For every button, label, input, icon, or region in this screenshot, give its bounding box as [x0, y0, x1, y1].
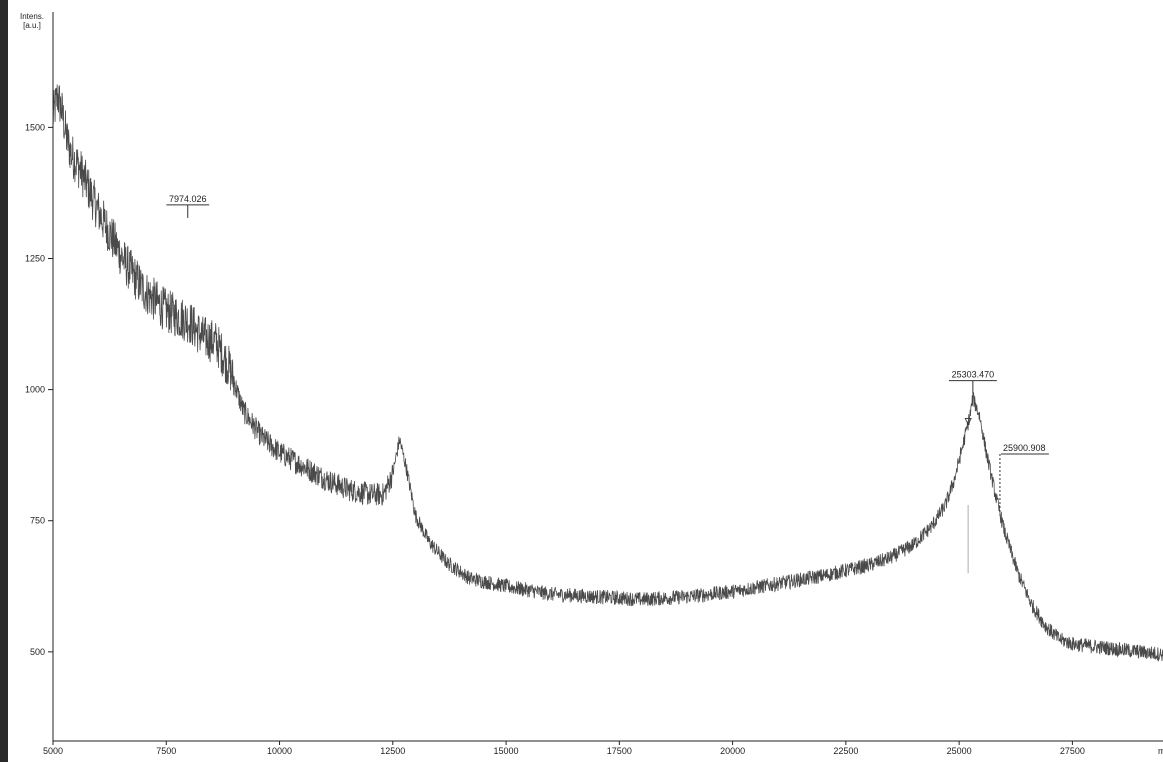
peak-label: 7974.026: [169, 194, 207, 204]
x-axis-unit-fragment: m: [1158, 746, 1163, 756]
window-left-border: [0, 0, 8, 762]
x-tick-label: 17500: [607, 746, 632, 756]
peak-label: 25900.908: [1003, 443, 1046, 453]
x-tick-label: 7500: [156, 746, 176, 756]
x-tick-label: 22500: [833, 746, 858, 756]
peak-label: 25303.470: [952, 370, 995, 380]
y-tick-label: 500: [30, 647, 45, 657]
x-tick-label: 12500: [380, 746, 405, 756]
peak-start-marker: [964, 418, 972, 426]
y-tick-label: 1000: [25, 385, 45, 395]
y-tick-label: 750: [30, 516, 45, 526]
spectrum-chart[interactable]: Intens. [a.u.] 500 750 1000 1250 1500 5000 75…: [8, 0, 1163, 762]
spectrum-series: [52, 84, 1163, 662]
y-tick-label: 1500: [25, 122, 45, 132]
y-tick-label: 1250: [25, 253, 45, 263]
x-tick-label: 25000: [947, 746, 972, 756]
y-axis-title-line-2: [a.u.]: [23, 21, 41, 30]
peak-annotations: 7974.026 25303.470 25900.908: [166, 194, 1049, 574]
x-ticks: 5000 7500 10000 12500 15000 17500 20000 22500 25…: [43, 741, 1085, 756]
x-tick-label: 5000: [43, 746, 63, 756]
x-tick-label: 27500: [1060, 746, 1085, 756]
x-tick-label: 20000: [720, 746, 745, 756]
x-tick-label: 10000: [267, 746, 292, 756]
y-axis-title-line-1: Intens.: [20, 12, 44, 21]
y-ticks: 500 750 1000 1250 1500: [25, 122, 53, 657]
spectrum-line: [52, 84, 1163, 662]
x-tick-label: 15000: [494, 746, 519, 756]
